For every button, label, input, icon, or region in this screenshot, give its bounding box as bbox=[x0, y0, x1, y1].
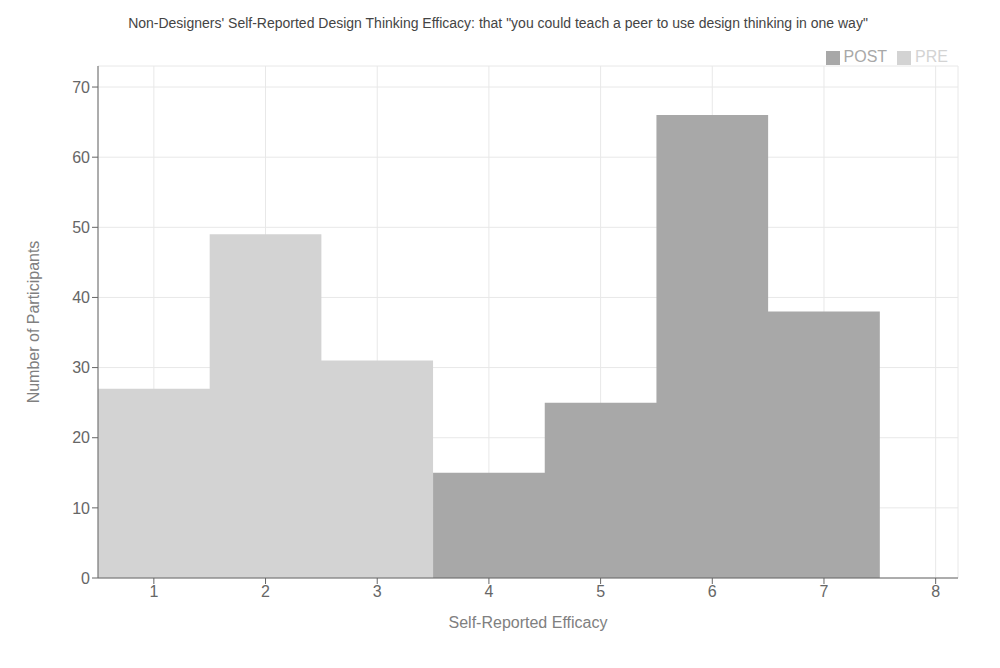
svg-text:2: 2 bbox=[261, 583, 270, 600]
svg-text:Self-Reported Efficacy: Self-Reported Efficacy bbox=[449, 614, 608, 631]
svg-text:5: 5 bbox=[596, 583, 605, 600]
svg-text:10: 10 bbox=[72, 500, 90, 517]
svg-text:40: 40 bbox=[72, 289, 90, 306]
svg-text:8: 8 bbox=[931, 583, 940, 600]
html-text:PRE: PRE bbox=[915, 48, 948, 65]
svg-text:70: 70 bbox=[72, 79, 90, 96]
svg-text:Number of Participants: Number of Participants bbox=[25, 241, 42, 404]
svg-text:60: 60 bbox=[72, 149, 90, 166]
svg-text:4: 4 bbox=[484, 583, 493, 600]
svg-text:1: 1 bbox=[149, 583, 158, 600]
svg-text:6: 6 bbox=[708, 583, 717, 600]
svg-text:0: 0 bbox=[81, 570, 90, 587]
html-text:Non-Designers' Self-Reported D: Non-Designers' Self-Reported Design Thin… bbox=[128, 15, 868, 31]
svg-text:7: 7 bbox=[820, 583, 829, 600]
svg-text:50: 50 bbox=[72, 219, 90, 236]
svg-text:20: 20 bbox=[72, 429, 90, 446]
svg-text:3: 3 bbox=[373, 583, 382, 600]
html-text:POST: POST bbox=[843, 48, 888, 65]
svg-text:30: 30 bbox=[72, 359, 90, 376]
